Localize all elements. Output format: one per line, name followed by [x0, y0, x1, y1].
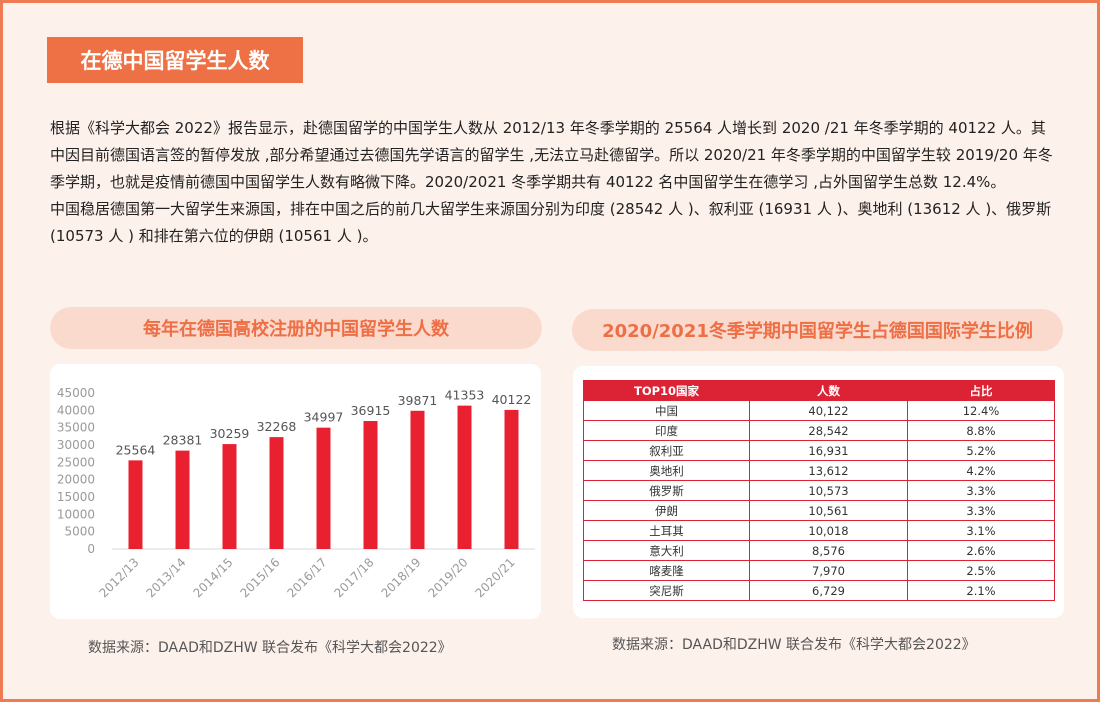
x-tick-label: 2012/13 [96, 555, 141, 600]
cell-count: 13,612 [749, 460, 908, 481]
x-tick-label: 2017/18 [331, 555, 376, 600]
table-source: 数据来源：DAAD和DZHW 联合发布《科学大都会2022》 [612, 637, 976, 653]
y-tick-label: 20000 [57, 473, 95, 487]
table-header-row: TOP10国家 人数 占比 [583, 380, 1055, 401]
y-tick-label: 0 [87, 542, 95, 556]
bar [410, 410, 425, 549]
cell-count: 28,542 [749, 420, 908, 441]
cell-share: 4.2% [907, 460, 1055, 481]
data-label: 28381 [163, 433, 203, 448]
cell-count: 10,573 [749, 480, 908, 501]
cell-country: 奥地利 [583, 460, 750, 481]
bar [316, 427, 331, 549]
header-country: TOP10国家 [583, 380, 750, 401]
cell-country: 突尼斯 [583, 580, 750, 601]
cell-count: 40,122 [749, 400, 908, 421]
bar [128, 460, 143, 549]
cell-country: 土耳其 [583, 520, 750, 541]
y-tick-label: 30000 [57, 438, 95, 452]
table-row: 奥地利 13,612 4.2% [583, 460, 1055, 481]
intro-paragraph-1: 根据《科学大都会 2022》报告显示，赴德国留学的中国学生人数从 2012/13… [50, 119, 1053, 191]
data-label: 39871 [398, 393, 438, 408]
bar [222, 444, 237, 549]
table-row: 喀麦隆 7,970 2.5% [583, 560, 1055, 581]
data-label: 40122 [492, 392, 532, 407]
data-label: 32268 [257, 419, 297, 434]
cell-country: 喀麦隆 [583, 560, 750, 581]
x-tick-label: 2019/20 [425, 555, 470, 600]
table-row: 中国 40,122 12.4% [583, 400, 1055, 421]
y-tick-label: 15000 [57, 490, 95, 504]
cell-count: 7,970 [749, 560, 908, 581]
cell-country: 叙利亚 [583, 440, 750, 461]
cell-share: 2.6% [907, 540, 1055, 561]
data-label: 25564 [116, 442, 156, 457]
x-tick-label: 2015/16 [237, 555, 282, 600]
table-row: 意大利 8,576 2.6% [583, 540, 1055, 561]
x-tick-label: 2013/14 [143, 555, 188, 600]
cell-country: 中国 [583, 400, 750, 421]
cell-share: 8.8% [907, 420, 1055, 441]
data-label: 41353 [445, 388, 485, 403]
cell-share: 3.3% [907, 500, 1055, 521]
data-label: 36915 [351, 403, 391, 418]
x-tick-label: 2014/15 [190, 555, 235, 600]
top10-table-card: TOP10国家 人数 占比 中国 40,122 12.4% 印度 28,542 8.8%… [573, 366, 1064, 618]
bar-chart-source: 数据来源：DAAD和DZHW 联合发布《科学大都会2022》 [88, 640, 452, 656]
cell-country: 伊朗 [583, 500, 750, 521]
table-row: 俄罗斯 10,573 3.3% [583, 480, 1055, 501]
y-tick-label: 5000 [64, 525, 95, 539]
intro-text: 根据《科学大都会 2022》报告显示，赴德国留学的中国学生人数从 2012/13… [50, 115, 1060, 250]
cell-share: 2.5% [907, 560, 1055, 581]
table-row: 叙利亚 16,931 5.2% [583, 440, 1055, 461]
cell-country: 印度 [583, 420, 750, 441]
header-count: 人数 [749, 380, 908, 401]
y-tick-label: 45000 [57, 386, 95, 400]
page-title: 在德中国留学生人数 [47, 37, 303, 83]
x-tick-label: 2020/21 [472, 555, 517, 600]
cell-count: 10,018 [749, 520, 908, 541]
bar [175, 450, 190, 549]
cell-share: 2.1% [907, 580, 1055, 601]
bar-chart: 0 5000 10000 15000 20000 25000 30000 35000 40000… [57, 386, 535, 600]
cell-count: 16,931 [749, 440, 908, 461]
y-tick-label: 10000 [57, 507, 95, 521]
bar [504, 409, 519, 549]
cell-share: 3.1% [907, 520, 1055, 541]
bar [457, 405, 472, 549]
cell-share: 5.2% [907, 440, 1055, 461]
y-tick-label: 25000 [57, 455, 95, 469]
cell-country: 意大利 [583, 540, 750, 561]
y-tick-label: 35000 [57, 421, 95, 435]
header-share: 占比 [907, 380, 1055, 401]
cell-country: 俄罗斯 [583, 480, 750, 501]
table-row: 印度 28,542 8.8% [583, 420, 1055, 441]
table-row: 伊朗 10,561 3.3% [583, 500, 1055, 521]
data-label: 34997 [304, 410, 344, 425]
top10-table: TOP10国家 人数 占比 中国 40,122 12.4% 印度 28,542 8.8%… [583, 380, 1055, 601]
y-tick-label: 40000 [57, 403, 95, 417]
x-tick-label: 2018/19 [378, 555, 423, 600]
table-heading: 2020/2021冬季学期中国留学生占德国国际学生比例 [572, 309, 1063, 351]
bar-chart-card: 0 5000 10000 15000 20000 25000 30000 35000 40000… [50, 364, 541, 619]
cell-share: 12.4% [907, 400, 1055, 421]
cell-share: 3.3% [907, 480, 1055, 501]
cell-count: 8,576 [749, 540, 908, 561]
intro-paragraph-2: 中国稳居德国第一大留学生来源国，排在中国之后的前几大留学生来源国分别为印度 (2… [50, 200, 1052, 245]
bar-chart-heading: 每年在德国高校注册的中国留学生人数 [50, 307, 542, 349]
x-tick-label: 2016/17 [284, 555, 329, 600]
cell-count: 10,561 [749, 500, 908, 521]
data-label: 30259 [210, 426, 250, 441]
cell-count: 6,729 [749, 580, 908, 601]
table-row: 土耳其 10,018 3.1% [583, 520, 1055, 541]
bar [363, 421, 378, 549]
bar [269, 437, 284, 549]
table-row: 突尼斯 6,729 2.1% [583, 580, 1055, 601]
